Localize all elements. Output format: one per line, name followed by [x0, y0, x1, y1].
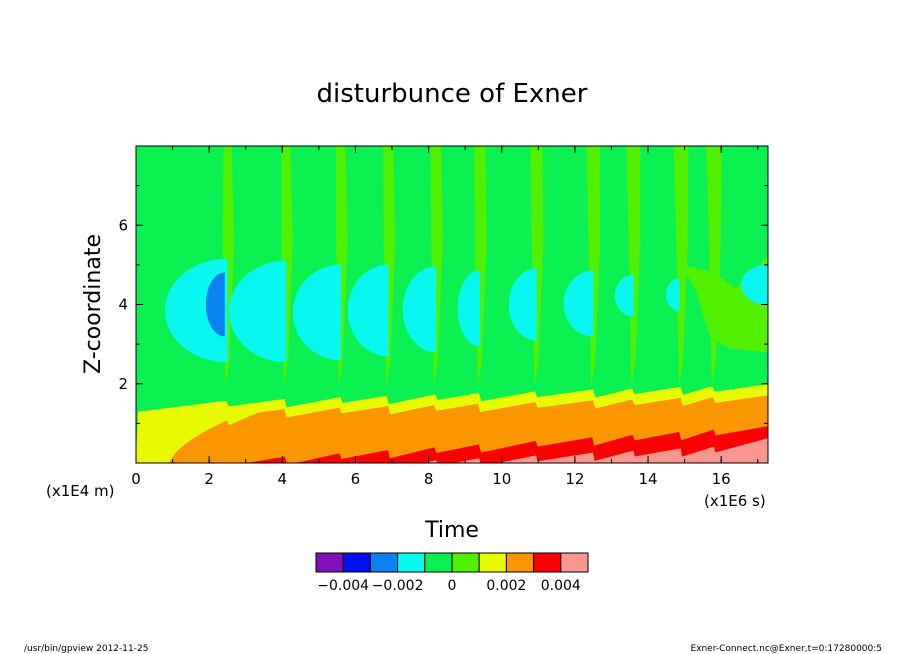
colorbar-swatch — [451, 552, 480, 573]
contour-band-0.003-0.004 — [406, 443, 768, 463]
x-tick-label: 10 — [492, 470, 511, 488]
colorbar-swatch — [424, 552, 453, 573]
y-tick-label: 4 — [118, 296, 128, 314]
colorbar-swatch — [369, 552, 399, 573]
footer-right: Exner-Connect.nc@Exner,t=0:17280000:5 — [690, 644, 882, 654]
y-tick-label: 2 — [118, 375, 128, 393]
colorbar-tick-label: −0.002 — [372, 578, 424, 594]
x-tick-label: 12 — [565, 470, 584, 488]
negative-lobe — [614, 274, 634, 317]
x-tick-label: 8 — [424, 470, 434, 488]
spike-streak — [586, 146, 601, 384]
y-tick-label: 6 — [118, 216, 128, 234]
footer-left: /usr/bin/gpview 2012-11-25 — [24, 644, 148, 654]
colorbar-tick-label: 0.002 — [486, 578, 526, 594]
colorbar-swatch — [478, 552, 507, 573]
colorbar-swatch — [315, 552, 344, 573]
spike-streak — [706, 146, 722, 384]
spike-streak — [626, 146, 641, 384]
x-tick-label: 14 — [638, 470, 657, 488]
x-tick-label: 2 — [204, 470, 214, 488]
x-tick-label: 0 — [131, 470, 141, 488]
colorbar-swatch — [505, 552, 535, 573]
x-tick-label: 4 — [278, 470, 288, 488]
x-multiplier-label: (x1E6 s) — [704, 492, 766, 510]
negative-lobe — [665, 278, 680, 311]
negative-core — [205, 272, 225, 337]
x-axis-title: Time — [424, 518, 479, 543]
colorbar-swatch — [342, 552, 371, 573]
x-tick-label: 16 — [712, 470, 731, 488]
negative-lobe — [563, 270, 594, 337]
colorbar-tick-label: −0.004 — [317, 578, 369, 594]
plot-area — [136, 146, 768, 463]
colorbar-tick-label: 0 — [448, 578, 457, 594]
colorbar: −0.004 −0.002 0 0.002 0.004 — [315, 552, 589, 594]
y-multiplier-label: (x1E4 m) — [46, 482, 115, 500]
contour-band-above-0.004 — [699, 457, 768, 463]
colorbar-swatch — [560, 552, 589, 573]
y-axis-title: Z-coordinate — [81, 234, 106, 374]
negative-lobe — [402, 266, 437, 353]
contour-band-0.002-0.003 — [242, 426, 768, 463]
negative-lobe — [508, 268, 537, 341]
x-tick-label: 6 — [351, 470, 361, 488]
colorbar-swatch — [397, 552, 426, 573]
y-axis: 2 4 6 — [118, 145, 768, 464]
chart-title: disturbunce of Exner — [317, 79, 588, 109]
negative-lobe — [228, 260, 287, 363]
negative-lobe — [457, 270, 481, 347]
colorbar-tick-label: 0.004 — [541, 578, 581, 594]
colorbar-swatch — [533, 552, 562, 573]
x-axis: 0 2 4 6 8 10 12 14 16 — [131, 146, 759, 488]
negative-lobe — [347, 264, 389, 357]
negative-lobe — [740, 264, 768, 305]
negative-lobe — [292, 264, 342, 361]
